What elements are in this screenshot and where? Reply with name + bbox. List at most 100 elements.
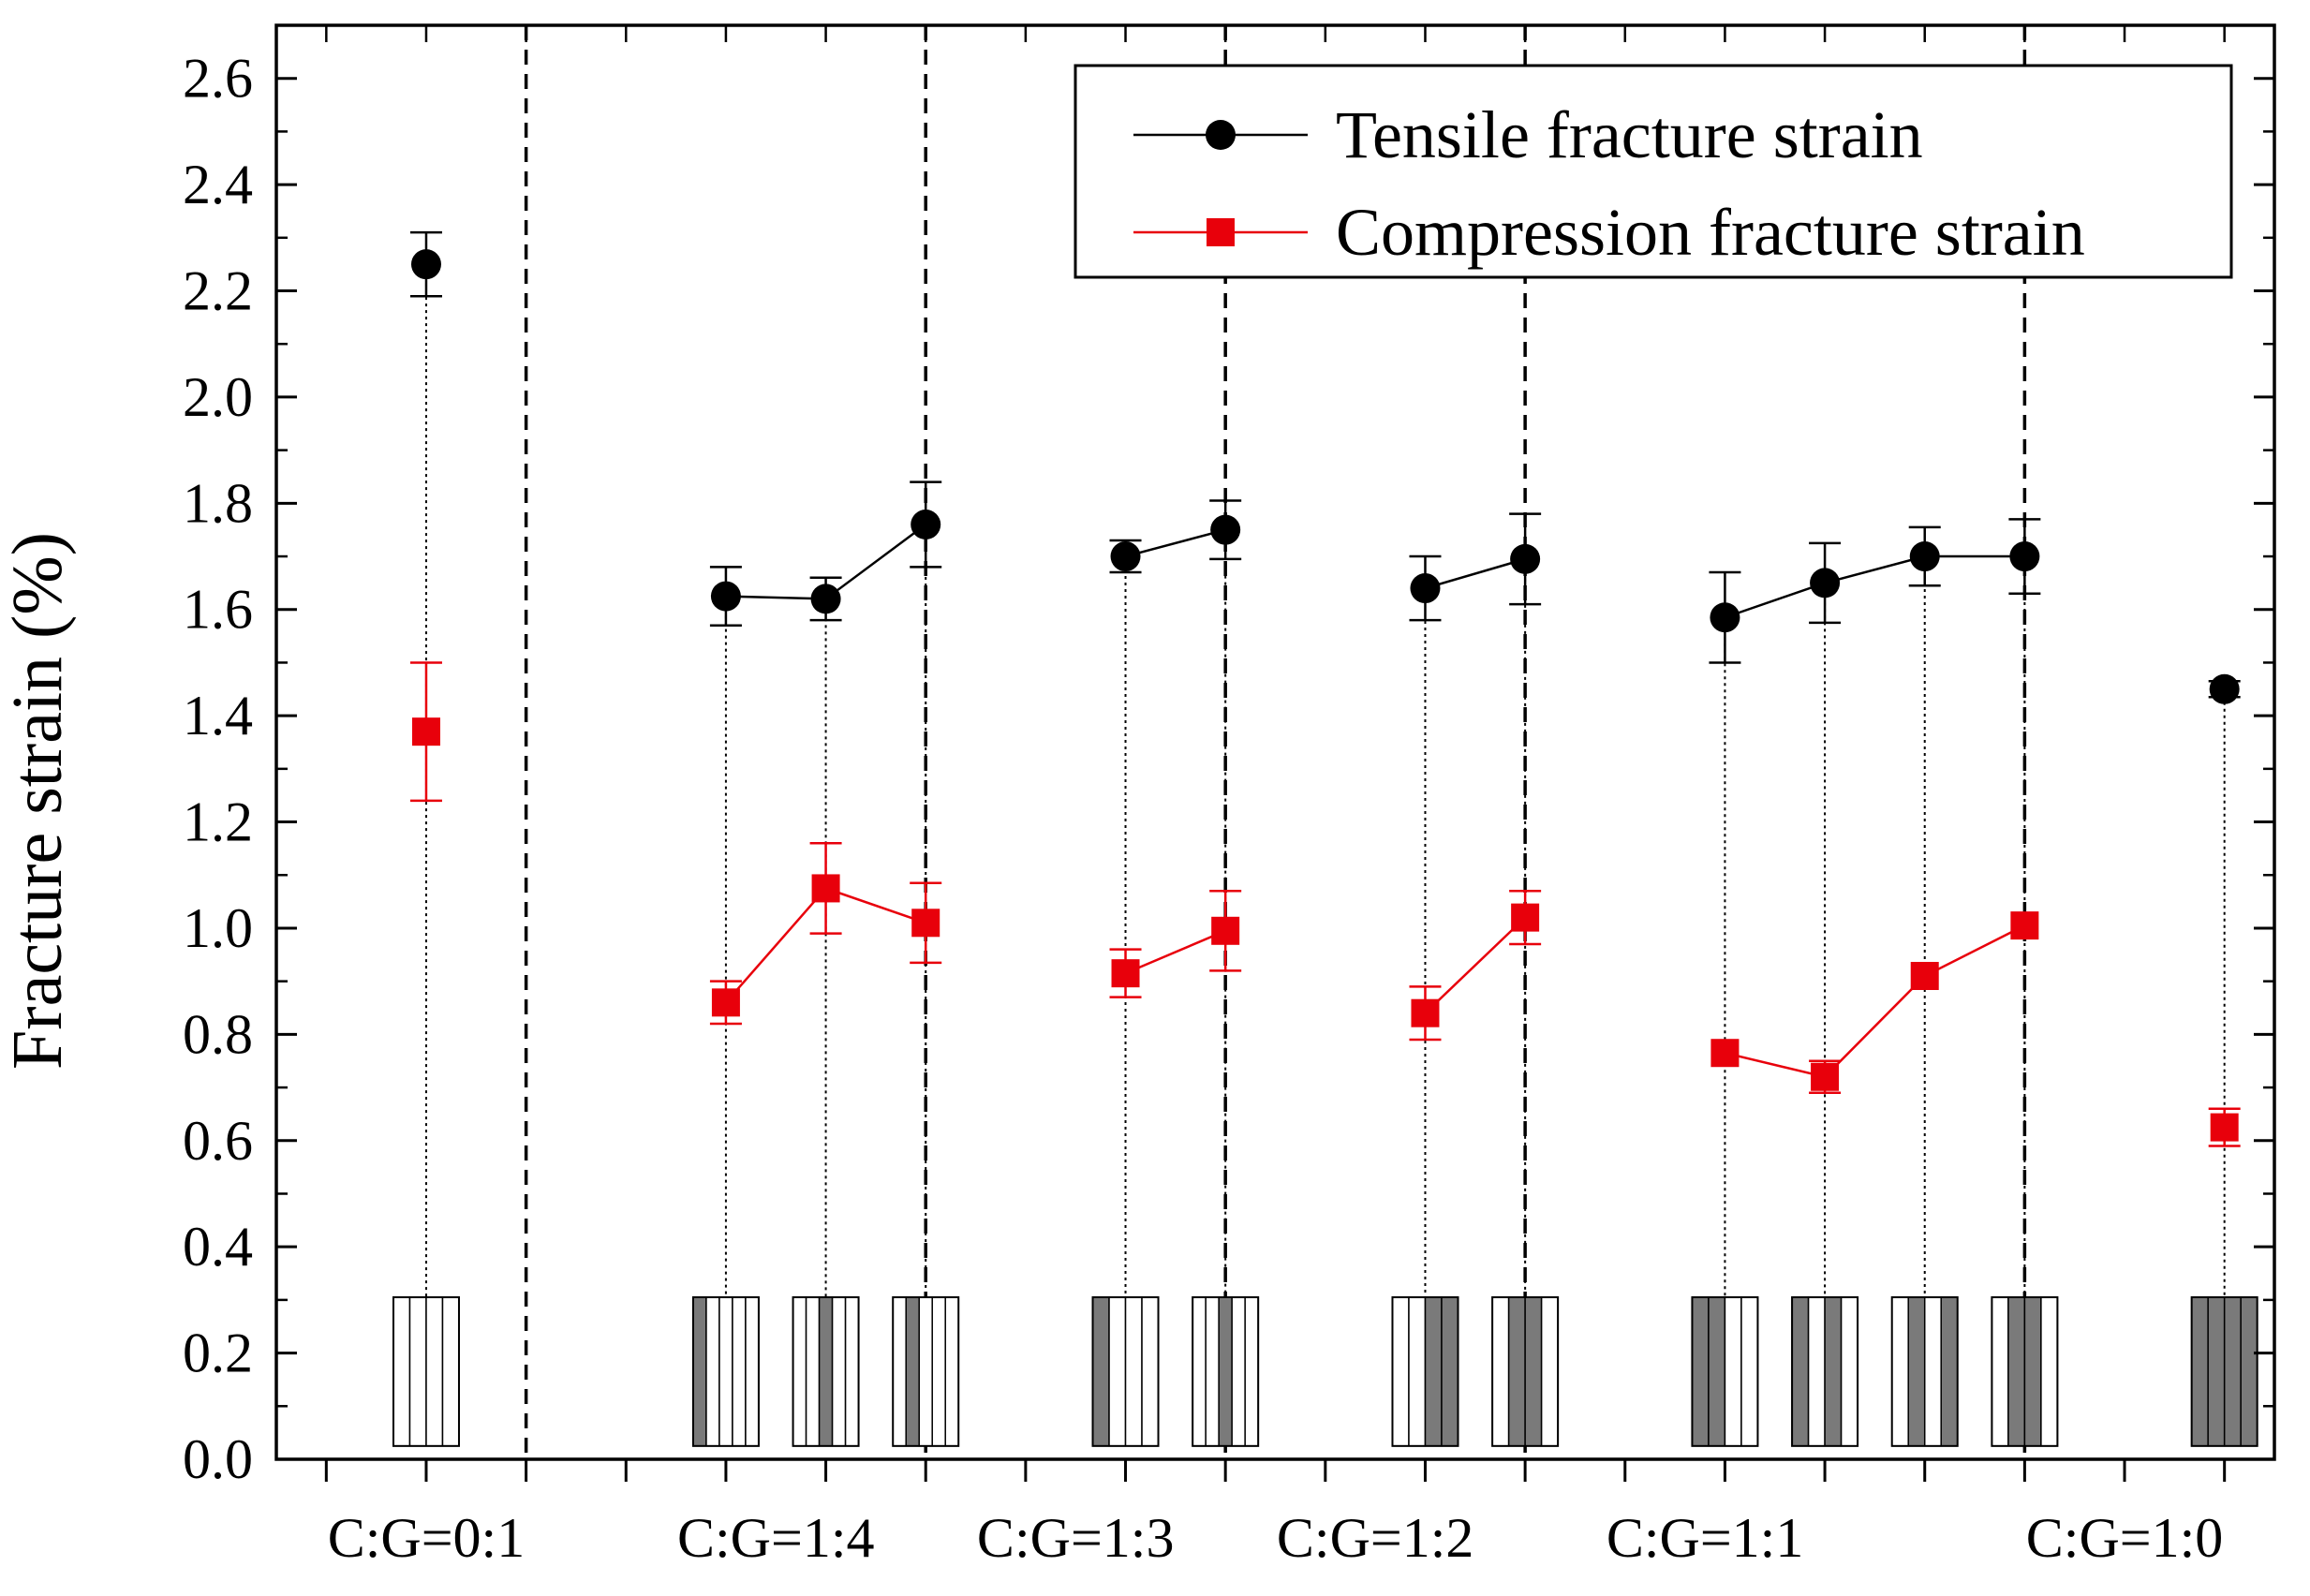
y-tick-label: 1.2 [183,791,253,853]
layup-stripe [1441,1296,1459,1447]
layup-stripe [1907,1296,1926,1447]
layup-stripe [1923,1296,1942,1447]
group-label-2: C:G=1:3 [977,1507,1175,1569]
compression-point-5 [1211,916,1240,945]
layup-stripe [392,1296,411,1447]
compression-point-6 [1411,998,1440,1027]
compression-point-1 [711,988,740,1017]
layup-icon-7 [1491,1296,1560,1447]
layup-stripe [1507,1296,1526,1447]
layup-stripe [2240,1296,2258,1447]
layup-icons [392,1296,2258,1447]
legend-label-tensile: Tensile fracture strain [1336,97,1923,172]
layup-stripe [918,1296,933,1447]
tensile-point-9 [1810,568,1841,598]
legend-marker-compression [1207,218,1235,246]
layup-stripe [931,1296,946,1447]
compression-point-7 [1511,903,1540,932]
layup-stripe [1824,1296,1843,1447]
layup-stripe [2190,1296,2209,1447]
layup-icon-4 [1091,1296,1160,1447]
layup-stripe [944,1296,959,1447]
layup-stripe [1691,1296,1710,1447]
compression-point-12 [2210,1113,2239,1142]
compression-point-9 [1811,1062,1840,1091]
y-tick-label: 1.8 [183,472,253,534]
tensile-point-1 [710,581,741,612]
y-tick-label: 1.0 [183,897,253,959]
compression-point-10 [1910,961,1939,990]
tensile-point-3 [911,510,941,540]
layup-stripe [1724,1296,1742,1447]
y-tick-label: 0.4 [183,1216,253,1278]
layup-stripe [1840,1296,1858,1447]
layup-stripe [1244,1296,1259,1447]
layup-icon-12 [2190,1296,2258,1447]
layup-stripe [831,1296,847,1447]
layup-stripe [2040,1296,2059,1447]
tensile-point-11 [2009,541,2040,572]
layup-stripe [408,1296,427,1447]
layup-icon-0 [392,1296,460,1447]
legend-marker-tensile [1206,120,1236,150]
y-tick-label: 2.2 [183,260,253,322]
legend-label-compression: Compression fracture strain [1336,195,2085,270]
tensile-point-4 [1110,541,1141,572]
layup-stripe [1540,1296,1559,1447]
layup-stripe [1708,1296,1726,1447]
tensile-point-0 [410,249,441,280]
y-tick-label: 0.2 [183,1323,253,1384]
layup-stripe [1108,1296,1127,1447]
layup-stripe [1231,1296,1246,1447]
layup-stripe [1205,1296,1220,1447]
tensile-point-8 [1710,602,1740,633]
layup-stripe [692,1296,707,1447]
layup-stripe [892,1296,907,1447]
compression-line-3 [1424,916,1526,1014]
compression-point-8 [1710,1039,1740,1068]
layup-icon-2 [792,1296,860,1447]
layup-stripe [1408,1296,1427,1447]
layup-icon-6 [1391,1296,1459,1447]
group-label-5: C:G=1:0 [2026,1507,2224,1569]
layup-stripe [1391,1296,1410,1447]
axes: 0.0 0.2 0.4 0.6 0.8 1.0 1.2 1.4 1.6 1.8 2.0 2.2 2.4 2… [183,23,2276,1569]
tensile-point-12 [2209,673,2240,704]
tensile-point-2 [810,584,841,614]
y-tick-label: 2.0 [183,366,253,428]
layup-icon-10 [1890,1296,1959,1447]
layup-stripe [718,1296,733,1447]
y-tick-label: 0.0 [183,1428,253,1490]
layup-stripe [1890,1296,1909,1447]
plot-frame [274,23,2276,1461]
y-tick-label: 1.6 [183,579,253,641]
layup-stripe [1807,1296,1826,1447]
layup-stripe [805,1296,821,1447]
tensile-point-5 [1210,514,1241,545]
layup-stripe [1218,1296,1233,1447]
layup-stripe [1791,1296,1810,1447]
layup-stripe [2007,1296,2026,1447]
layup-stripe [905,1296,920,1447]
layup-stripe [2207,1296,2226,1447]
layup-stripe [441,1296,460,1447]
tensile-point-7 [1510,543,1541,574]
tensile-line-2 [1125,528,1226,558]
layup-icon-11 [1991,1296,2059,1447]
y-tick-label: 0.8 [183,1003,253,1065]
layup-stripe [1192,1296,1207,1447]
group-label-3: C:G=1:2 [1277,1507,1474,1569]
group-label-0: C:G=0:1 [328,1507,526,1569]
y-tick-label: 2.6 [183,48,253,110]
compression-point-0 [411,717,440,746]
layup-stripe [1524,1296,1543,1447]
layup-stripe [732,1296,747,1447]
layup-icon-5 [1192,1296,1260,1447]
layup-stripe [705,1296,720,1447]
y-tick-label: 0.6 [183,1110,253,1172]
series-layer [409,230,2241,1147]
layup-stripe [1424,1296,1443,1447]
tensile-point-10 [1909,541,1940,572]
